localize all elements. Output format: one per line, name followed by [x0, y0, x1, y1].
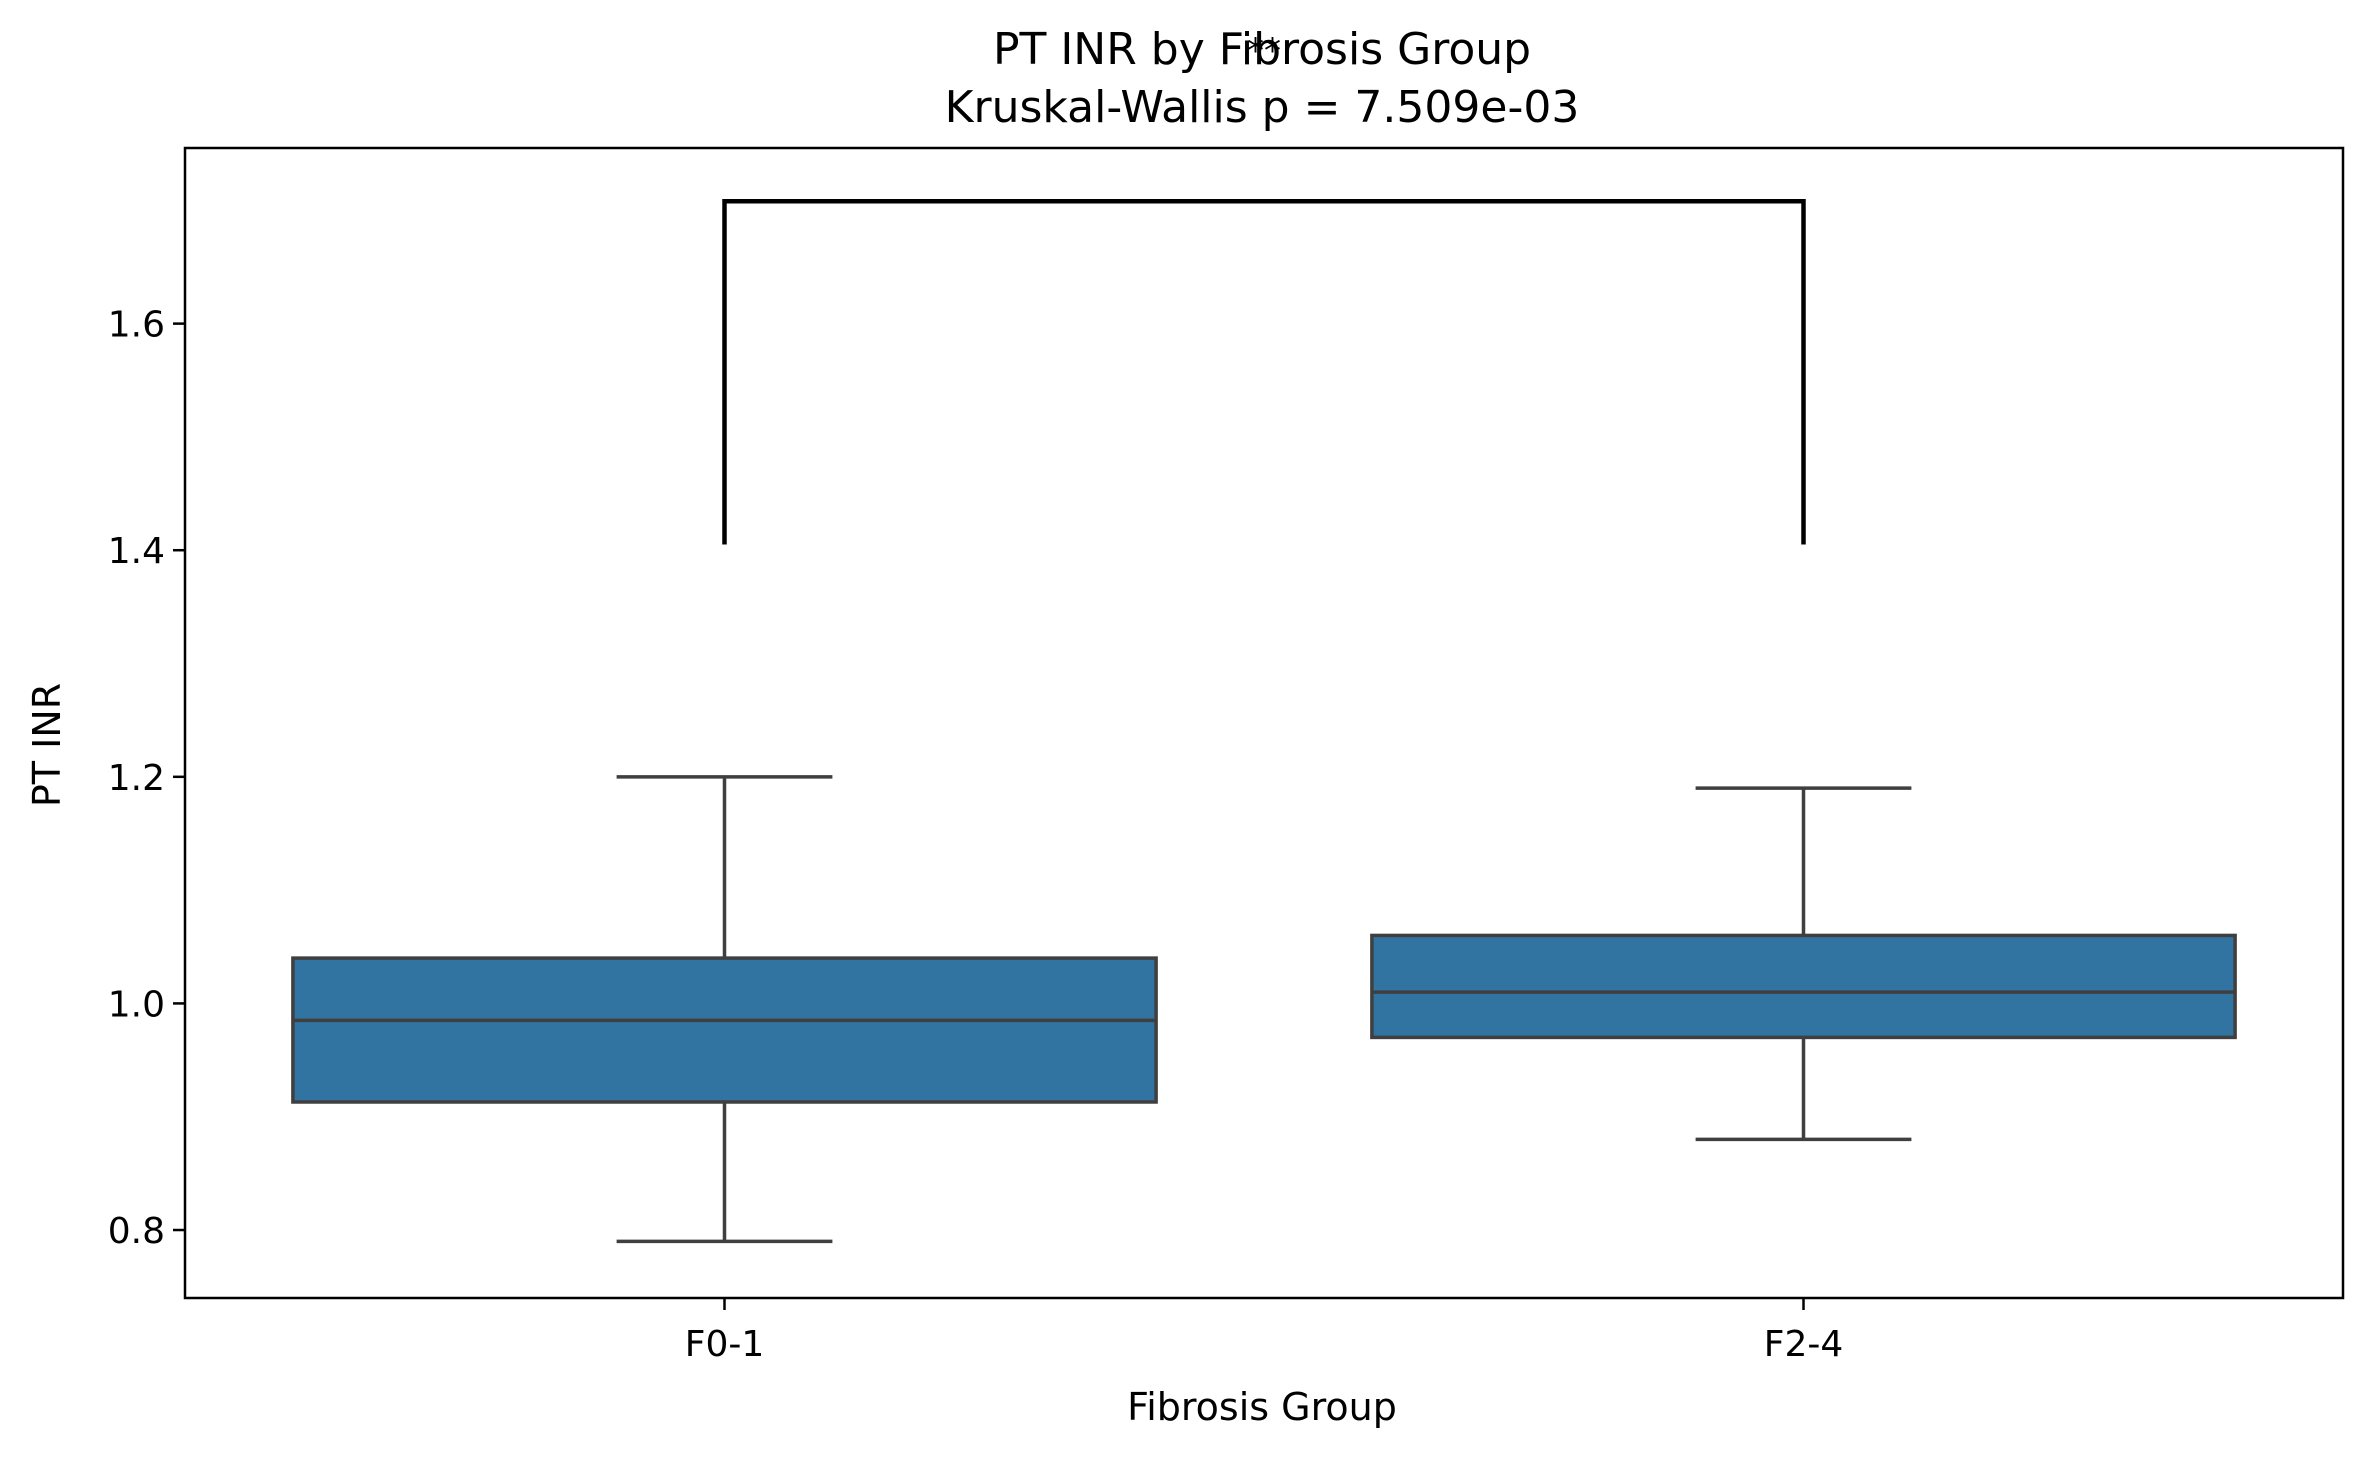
y-axis-label: PT INR: [25, 683, 69, 807]
chart-title: PT INR by Fibrosis Group: [993, 24, 1531, 75]
x-tick-label: F2-4: [1764, 1324, 1844, 1365]
axes-layer: [183, 146, 2345, 1300]
x-tick-label: F0-1: [685, 1324, 765, 1365]
significance-bracket: [722, 199, 1806, 545]
y-tick-label: 0.8: [108, 1211, 165, 1252]
significance-bracket-layer: **: [722, 31, 1806, 545]
significance-label: **: [1247, 31, 1281, 71]
y-tick-label: 1.0: [108, 984, 165, 1025]
y-tick-label: 1.6: [108, 305, 165, 346]
y-tick-label: 1.4: [108, 531, 165, 572]
chart-subtitle: Kruskal-Wallis p = 7.509e-03: [945, 82, 1580, 133]
x-axis-label: Fibrosis Group: [1127, 1385, 1397, 1429]
ticks-layer: 0.8 1.0 1.2 1.4 1.6 F0-1 F2-4: [108, 305, 1844, 1365]
boxes-layer: [291, 775, 2237, 1244]
plot-frame: [183, 146, 2345, 1300]
y-tick-label: 1.2: [108, 758, 165, 799]
box-group-F0-1: [291, 775, 1158, 1244]
iqr-box: [291, 956, 1158, 1104]
iqr-box: [1370, 933, 2237, 1040]
box-group-F2-4: [1370, 786, 2237, 1142]
